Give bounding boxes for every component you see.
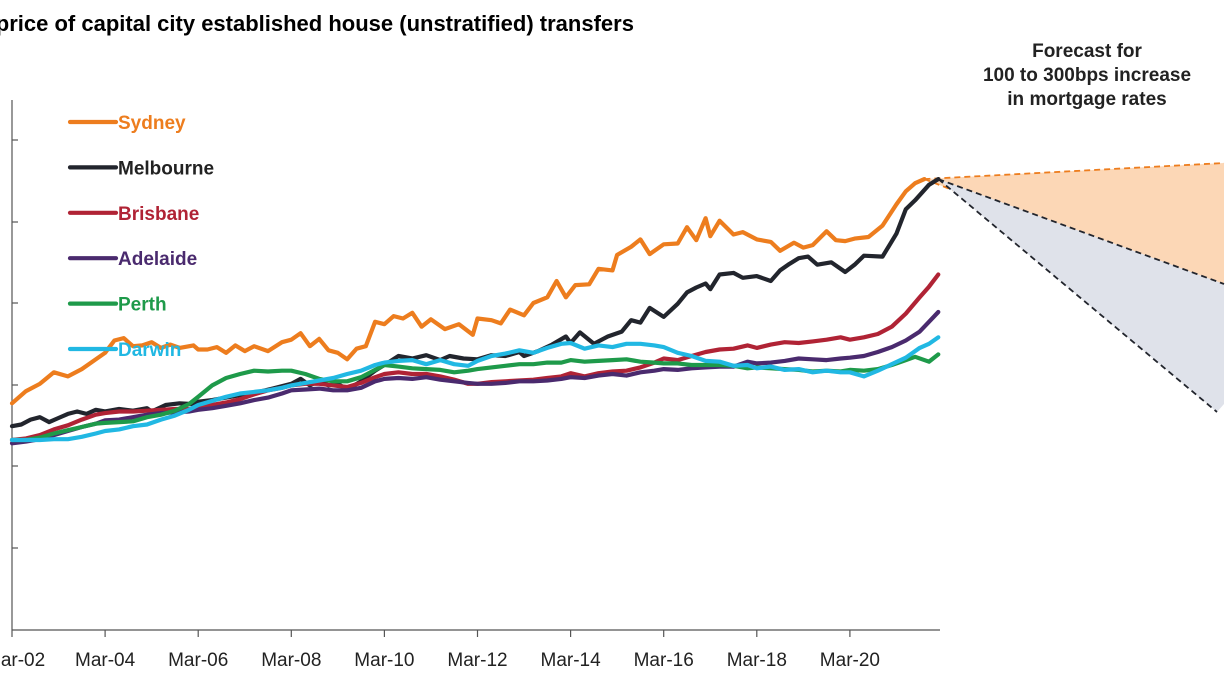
legend-label-brisbane: Brisbane xyxy=(118,204,199,225)
forecast-lower-line-melbourne xyxy=(937,178,1218,413)
forecast-upper-line-sydney xyxy=(924,162,1225,180)
series-line-sydney xyxy=(9,177,927,406)
legend-label-perth: Perth xyxy=(118,295,167,316)
x-tick-label: ar-02 xyxy=(1,650,45,671)
forecast-layer xyxy=(924,162,1225,413)
forecast-annotation-line-1: Forecast for xyxy=(1032,41,1142,62)
legend-label-adelaide: Adelaide xyxy=(118,249,197,270)
x-tick-label: Mar-12 xyxy=(447,650,507,671)
x-tick-label: Mar-20 xyxy=(820,650,880,671)
x-tick-label: Mar-08 xyxy=(261,650,321,671)
forecast-annotation-line-2: 100 to 300bps increase xyxy=(982,65,1192,86)
series-line-darwin xyxy=(9,335,941,443)
chart-title: an price of capital city established hou… xyxy=(0,11,634,36)
legend: Sydney Melbourne Brisbane Adelaide Perth Darw… xyxy=(67,113,214,361)
series-lines xyxy=(9,177,941,446)
legend-label-darwin: Darwin xyxy=(118,340,181,361)
x-tick-label: Mar-16 xyxy=(634,650,694,671)
legend-label-melbourne: Melbourne xyxy=(118,158,214,179)
axes: ar-02 Mar-04 Mar-06 Mar-08 Mar-10 Mar-12 Mar-1… xyxy=(1,100,940,671)
forecast-upper-line-melbourne xyxy=(938,178,1225,285)
forecast-band-melbourne xyxy=(938,179,1224,412)
forecast-annotation: Forecast for 100 to 300bps increase in m… xyxy=(948,40,1226,112)
x-tick-label: Mar-10 xyxy=(354,650,414,671)
x-tick-label: Mar-14 xyxy=(541,650,602,671)
legend-label-sydney: Sydney xyxy=(118,113,186,134)
x-tick-label: Mar-04 xyxy=(75,650,136,671)
forecast-annotation-line-3: in mortgage rates xyxy=(1007,89,1167,110)
x-tick-label: Mar-06 xyxy=(168,650,228,671)
x-tick-label: Mar-18 xyxy=(727,650,787,671)
